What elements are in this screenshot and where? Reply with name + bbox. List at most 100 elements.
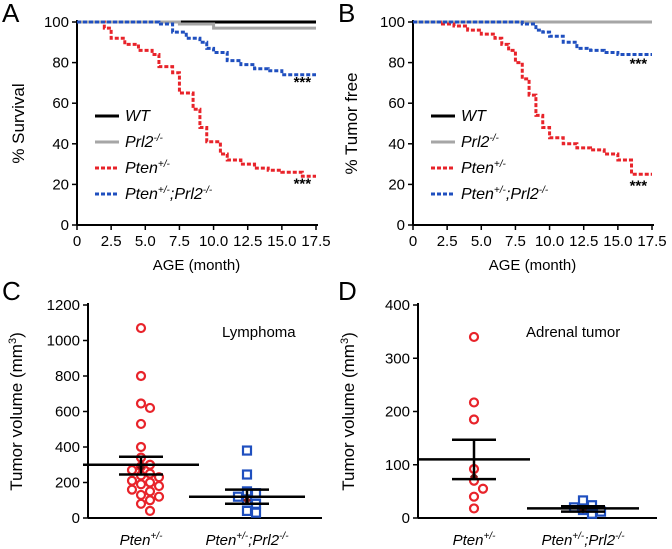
y-tick-label: 60 [388,95,405,112]
data-point [250,507,262,518]
category-label: Pten+/-;Prl2-/- [205,531,289,549]
data-point [577,495,589,506]
x-axis-label: AGE (month) [489,257,577,274]
y-tick-label: 400 [385,297,410,314]
panel-letter-d: D [338,276,357,306]
y-axis-label: % Tumor free [342,72,361,174]
y-tick-label: 80 [52,55,69,72]
y-tick-label: 300 [385,350,410,367]
y-tick-label: 20 [388,176,405,193]
panel-letter-b: B [338,0,355,28]
x-tick-label: 0 [409,233,417,250]
data-point [153,480,165,492]
y-axis-label: Tumor volume (mm3) [339,332,358,491]
survival-chart: 0 2.5 5.0 7.5 10.0 12.5 15.0 17.5 0 20 40 60 80 100 AG… [9,14,331,274]
data-point [144,402,156,414]
y-tick-label: 100 [44,14,69,31]
data-point [126,464,138,476]
y-axis-label: % Survival [9,83,28,163]
chart-title: Lymphoma [222,324,296,341]
significance-stars: *** [294,175,312,192]
data-point [586,508,598,519]
y-tick-label: 80 [388,55,405,72]
x-tick-label: 12.5 [233,233,262,250]
y-tick-label: 600 [55,404,80,421]
legend-label: WT [125,108,151,125]
legend-label: WT [461,108,487,125]
data-point [135,370,147,382]
legend-label: Pten+/-;Prl2-/- [125,185,213,203]
data-point [468,331,480,343]
data-point [144,495,156,506]
series-line [413,20,652,56]
x-tick-label: 5.0 [471,233,492,250]
data-point [241,505,253,516]
data-point [468,397,480,408]
significance-stars: *** [630,56,648,73]
y-tick-label: 100 [385,457,410,474]
legend-label: Pten+/-;Prl2-/- [461,185,549,203]
series-line [77,20,316,77]
data-point [126,475,138,486]
chart-title: Adrenal tumor [526,324,620,341]
tumor-free-chart: 0 2.5 5.0 7.5 10.0 12.5 15.0 17.5 0 20 40 60 80 100 AG… [342,14,667,274]
data-point [468,503,480,514]
y-tick-label: 100 [380,14,405,31]
x-tick-label: 17.5 [637,233,666,250]
series-line [77,20,316,178]
x-tick-label: 0 [73,233,81,250]
data-point [153,491,165,502]
x-tick-label: 15.0 [603,233,632,250]
significance-stars: *** [630,177,648,194]
series-line [413,20,652,176]
data-point [135,418,147,430]
y-tick-label: 1000 [47,333,80,350]
significance-stars: *** [294,74,312,91]
data-point [241,445,253,456]
legend-label: Prl2-/- [461,133,500,151]
x-tick-label: 10.0 [535,233,564,250]
data-point [135,498,147,509]
data-point [468,491,480,502]
panel-letter-a: A [2,0,20,28]
data-point [135,489,147,501]
data-point [135,322,147,334]
x-tick-label: 5.0 [135,233,156,250]
y-tick-label: 40 [52,136,69,153]
category-label: Pten+/-;Prl2-/- [541,531,625,549]
y-tick-label: 1200 [47,297,80,314]
x-axis-label: AGE (month) [153,257,241,274]
x-tick-label: 7.5 [169,233,190,250]
y-tick-label: 40 [388,136,405,153]
data-point [135,398,147,409]
data-point [477,483,489,494]
y-axis-label: Tumor volume (mm3) [7,332,26,491]
x-tick-label: 12.5 [569,233,598,250]
adrenal-volume-chart: 0 100 200 300 400 Tumor volume (mm3) Adrenal t… [339,297,657,549]
y-tick-label: 200 [385,404,410,421]
x-tick-label: 2.5 [101,233,122,250]
x-tick-label: 2.5 [437,233,458,250]
data-point [241,469,253,480]
y-tick-label: 0 [61,217,69,234]
data-point [135,479,147,490]
x-tick-label: 15.0 [267,233,296,250]
series-line [77,20,316,30]
y-tick-label: 800 [55,368,80,385]
legend-label: Pten+/- [125,159,171,177]
legend-label: Prl2-/- [125,133,164,151]
data-point [144,505,156,516]
y-tick-label: 400 [55,439,80,456]
x-tick-label: 17.5 [301,233,330,250]
panel-letter-c: C [2,276,21,306]
category-label: Pten+/- [120,531,163,549]
x-tick-label: 7.5 [505,233,526,250]
y-tick-label: 0 [72,510,80,527]
lymphoma-volume-chart: 0 200 400 600 800 1000 1200 Tumor volume (mm3) L… [7,297,322,549]
data-point [144,486,156,497]
y-tick-label: 20 [52,176,69,193]
y-tick-label: 200 [55,475,80,492]
data-point [468,414,480,425]
y-tick-label: 0 [397,217,405,234]
